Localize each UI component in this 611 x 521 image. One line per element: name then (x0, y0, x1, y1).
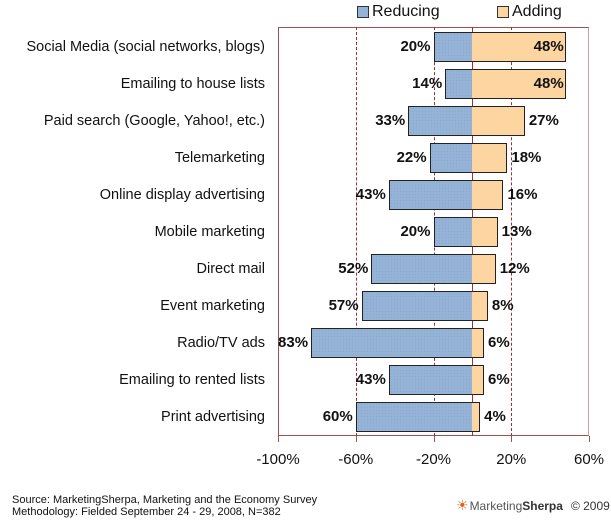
value-label-adding: 18% (511, 149, 542, 166)
category-label: Emailing to rented lists (119, 372, 265, 388)
x-tick-label: 20% (496, 451, 527, 468)
x-tick (511, 436, 513, 442)
legend-label-adding: Adding (512, 3, 562, 20)
value-label-reducing: 33% (375, 112, 406, 129)
x-tick (278, 436, 279, 442)
value-label-adding: 13% (501, 223, 532, 240)
bar-reducing (433, 217, 473, 247)
methodology-text: Methodology: Fielded September 24 - 29, … (12, 506, 281, 518)
category-label: Emailing to house lists (120, 76, 265, 92)
x-tick (433, 436, 435, 442)
gridline (355, 27, 357, 436)
category-label: Paid search (Google, Yahoo!, etc.) (43, 113, 265, 129)
category-label: Radio/TV ads (177, 335, 265, 351)
x-tick-label: 60% (573, 451, 605, 468)
value-label-adding: 4% (484, 408, 506, 425)
bar-reducing (388, 365, 473, 395)
bar-reducing (361, 291, 473, 321)
bar-adding (472, 402, 481, 432)
brand-name-part1: Marketing (469, 498, 523, 513)
bar-reducing (388, 180, 473, 210)
source-text: Source: MarketingSherpa, Marketing and t… (12, 494, 318, 506)
bar-reducing (355, 402, 473, 432)
legend-item-adding: Adding (497, 2, 562, 22)
bar-reducing (433, 32, 473, 62)
category-label: Direct mail (196, 261, 265, 277)
x-tick (589, 436, 590, 442)
value-label-adding: 6% (488, 334, 510, 351)
value-label-reducing: 14% (412, 75, 443, 92)
legend-item-reducing: Reducing (357, 2, 440, 22)
bar-reducing (371, 254, 473, 284)
gridline (511, 27, 513, 436)
x-tick (355, 436, 357, 442)
bar-adding (472, 180, 504, 210)
bar-adding (472, 69, 566, 99)
legend-label-reducing: Reducing (372, 3, 440, 20)
brand-logo: ☀ Marketing Sherpa © 2009 (456, 497, 610, 514)
bar-adding (472, 106, 525, 136)
value-label-reducing: 20% (400, 38, 431, 55)
category-label: Telemarketing (174, 150, 265, 166)
category-label: Event marketing (160, 298, 265, 314)
value-label-reducing: 20% (400, 223, 431, 240)
category-label: Online display advertising (99, 187, 265, 203)
bar-adding (472, 143, 508, 173)
category-label: Mobile marketing (154, 224, 265, 240)
bar-adding (472, 254, 496, 284)
category-label: Print advertising (161, 409, 265, 425)
value-label-reducing: 22% (396, 149, 427, 166)
value-label-reducing: 83% (278, 334, 309, 351)
bar-adding (472, 32, 566, 62)
bar-adding (472, 365, 485, 395)
x-tick-label: -100% (256, 451, 300, 468)
bar-adding (472, 217, 498, 247)
value-label-adding: 48% (533, 75, 564, 92)
bar-reducing (445, 69, 473, 99)
value-label-reducing: 43% (355, 186, 386, 203)
sun-icon: ☀ (456, 497, 469, 513)
value-label-adding: 6% (488, 371, 510, 388)
category-label: Social Media (social networks, blogs) (26, 39, 265, 55)
bar-reducing (408, 106, 473, 136)
value-label-adding: 12% (499, 260, 530, 277)
bar-adding (472, 291, 488, 321)
bar-reducing (429, 143, 473, 173)
value-label-reducing: 60% (322, 408, 353, 425)
copyright: © 2009 (570, 498, 610, 513)
bar-reducing (311, 328, 473, 358)
value-label-adding: 48% (533, 38, 564, 55)
value-label-reducing: 43% (355, 371, 386, 388)
value-label-reducing: 57% (328, 297, 359, 314)
value-label-adding: 27% (528, 112, 559, 129)
bar-adding (472, 328, 485, 358)
brand-name-part2: Sherpa (522, 498, 563, 513)
x-tick-label: -60% (338, 451, 374, 468)
legend-swatch-reducing (357, 6, 369, 18)
x-tick-label: -20% (415, 451, 452, 468)
value-label-adding: 16% (507, 186, 538, 203)
value-label-reducing: 52% (338, 260, 369, 277)
source-note: Source: MarketingSherpa, Marketing and t… (12, 494, 317, 518)
value-label-adding: 8% (491, 297, 514, 314)
legend-swatch-adding (497, 6, 509, 18)
